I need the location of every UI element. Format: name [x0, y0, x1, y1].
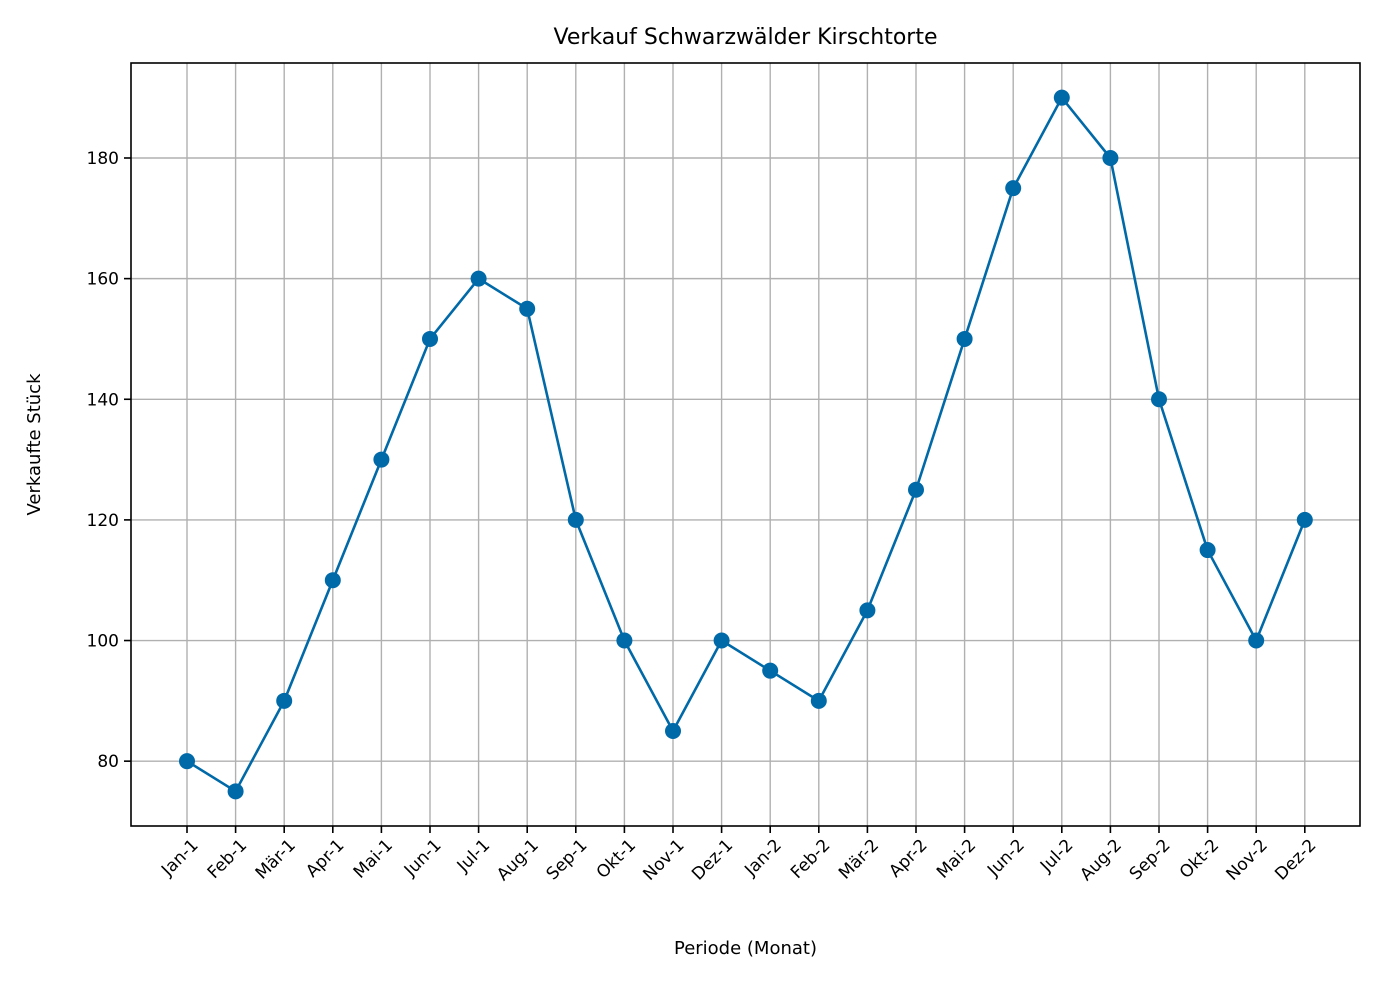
data-point — [276, 692, 293, 709]
data-point — [1199, 542, 1216, 559]
data-point — [713, 632, 730, 649]
data-point — [859, 602, 876, 619]
data-point — [324, 572, 341, 589]
y-tick-label: 100 — [87, 632, 119, 652]
data-point — [956, 330, 973, 347]
series-line — [186, 96, 1307, 793]
y-tick-label: 160 — [87, 270, 119, 290]
x-tick-label: Jul-2 — [1036, 835, 1077, 876]
x-tick-label: Jun-1 — [400, 835, 446, 881]
x-tick-label: Mai-2 — [933, 835, 980, 882]
data-point — [227, 783, 244, 800]
x-tick-label: Sep-2 — [1126, 835, 1175, 884]
x-tick-label: Apr-1 — [302, 835, 348, 881]
x-tick-label: Okt-2 — [1176, 835, 1223, 882]
data-point — [1296, 511, 1313, 528]
data-point — [567, 511, 584, 528]
x-tick-label: Sep-1 — [543, 835, 592, 884]
data-point — [1102, 149, 1119, 166]
x-tick-label: Nov-1 — [639, 835, 688, 884]
y-tick-label: 140 — [87, 390, 119, 410]
chart-title: Verkauf Schwarzwälder Kirschtorte — [553, 25, 937, 50]
data-point — [1053, 89, 1070, 106]
x-tick-label: Feb-2 — [787, 835, 834, 882]
x-tick-label: Jun-2 — [983, 835, 1029, 881]
x-tick-label: Aug-1 — [493, 835, 543, 885]
x-tick-label: Aug-2 — [1076, 835, 1126, 885]
grid-layer — [131, 63, 1360, 826]
data-point — [665, 723, 681, 740]
data-point — [1151, 391, 1167, 408]
data-point — [179, 753, 195, 770]
data-point — [1248, 632, 1265, 649]
data-point — [373, 451, 390, 468]
series-layer — [179, 89, 1313, 800]
tick-layer: Jan-1 Feb-1 Mär-1 Apr-1 Mai-1 Jun-1 Jul-1Aug-1… — [87, 149, 1321, 885]
x-tick-label: Apr-2 — [885, 835, 931, 881]
x-tick-label: Jan-2 — [740, 835, 785, 880]
x-tick-label: Feb-1 — [204, 835, 251, 882]
y-tick-label: 180 — [87, 149, 119, 169]
y-axis-label: Verkaufte Stück — [24, 373, 45, 516]
x-tick-label: Dez-1 — [688, 835, 737, 884]
data-point — [616, 632, 633, 649]
data-point — [762, 662, 779, 679]
data-point — [519, 300, 536, 317]
x-tick-label: Dez-2 — [1271, 835, 1320, 884]
x-tick-label: Mär-2 — [835, 835, 883, 883]
y-tick-label: 120 — [87, 511, 119, 531]
data-point — [422, 330, 438, 347]
x-tick-label: Okt-1 — [593, 835, 640, 882]
x-tick-label: Mär-1 — [252, 835, 300, 883]
plot-area-frame — [130, 62, 1361, 827]
x-tick-label: Mai-1 — [350, 835, 397, 882]
data-point — [908, 481, 924, 498]
data-point — [810, 692, 827, 709]
data-point — [470, 270, 487, 287]
x-axis-label: Periode (Monat) — [674, 938, 817, 959]
x-tick-label: Nov-2 — [1223, 835, 1272, 884]
y-tick-label: 80 — [97, 752, 119, 772]
x-tick-label: Jan-1 — [157, 835, 202, 880]
x-tick-label: Jul-1 — [453, 835, 494, 876]
data-point — [1005, 180, 1022, 197]
